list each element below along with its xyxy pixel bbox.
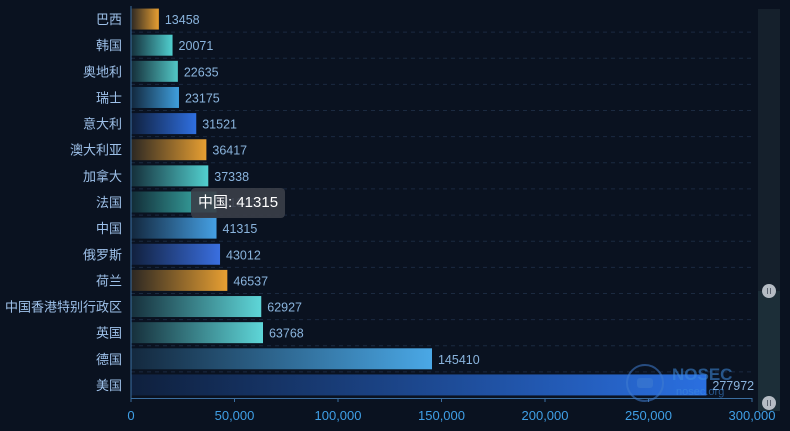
value-label: 23175: [185, 91, 220, 105]
bar: [131, 60, 178, 82]
bar: [131, 322, 263, 344]
bar: [131, 139, 207, 161]
category-label: 韩国: [96, 39, 122, 54]
category-label: 澳大利亚: [70, 143, 122, 159]
watermark-url: nosec.org: [676, 386, 725, 398]
bar: [131, 8, 159, 30]
category-label: 美国: [96, 379, 122, 394]
x-tick-label: 200,000: [522, 408, 569, 423]
bar: [131, 296, 262, 318]
category-label: 中国: [96, 222, 122, 237]
bar: [131, 269, 228, 291]
value-label: 62927: [267, 301, 302, 315]
value-label: 41315: [223, 222, 258, 236]
bar-tooltip: 中国: 41315: [191, 188, 286, 218]
nosec-logo-icon: [626, 364, 664, 402]
category-label: 英国: [96, 327, 122, 342]
value-label: 13458: [165, 13, 200, 27]
nosec-watermark: NOSEC nosec.org: [626, 362, 746, 406]
category-label: 意大利: [83, 117, 122, 133]
category-label: 奥地利: [83, 65, 122, 80]
value-label: 46537: [233, 274, 268, 288]
x-tick-label: 250,000: [625, 408, 672, 423]
bar: [131, 217, 217, 239]
bar: [131, 113, 197, 135]
zoom-handle-bottom-icon[interactable]: [762, 396, 776, 410]
category-label: 荷兰: [96, 274, 122, 289]
x-tick-label: 150,000: [418, 408, 465, 423]
value-label: 277972: [712, 379, 754, 393]
bar: [131, 348, 432, 370]
value-label: 63768: [269, 327, 304, 341]
bar: [131, 243, 221, 265]
category-label: 俄罗斯: [83, 248, 122, 263]
category-label: 巴西: [96, 13, 122, 28]
x-tick-label: 300,000: [729, 408, 776, 423]
category-label: 瑞士: [96, 91, 122, 106]
data-zoom-slider[interactable]: [758, 9, 780, 411]
category-label: 中国香港特别行政区: [5, 301, 122, 316]
category-label: 加拿大: [83, 169, 122, 185]
category-label: 法国: [96, 196, 122, 211]
bar: [131, 34, 173, 56]
value-label: 145410: [438, 353, 480, 367]
bar: [131, 165, 209, 187]
x-tick-label: 50,000: [215, 408, 255, 423]
value-label: 36417: [212, 144, 247, 158]
bar: [131, 374, 707, 396]
watermark-brand: NOSEC: [672, 365, 733, 384]
x-tick-label: 100,000: [315, 408, 362, 423]
zoom-handle-top-icon[interactable]: [762, 284, 776, 298]
x-tick-label: 0: [127, 408, 134, 423]
value-label: 37338: [214, 170, 249, 184]
value-label: 43012: [226, 248, 261, 262]
value-label: 22635: [184, 65, 219, 79]
bar: [131, 86, 179, 108]
value-label: 31521: [202, 118, 237, 132]
value-label: 20071: [179, 39, 214, 53]
data-zoom-window[interactable]: [758, 291, 780, 411]
category-label: 德国: [96, 353, 122, 368]
